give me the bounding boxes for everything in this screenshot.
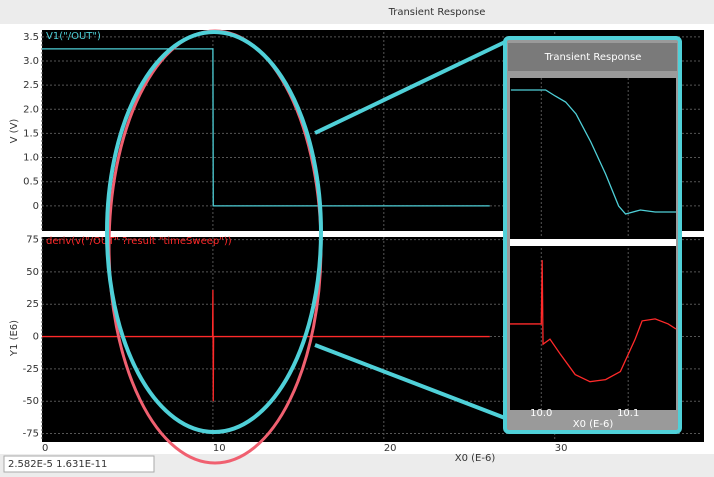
- x-axis-label: X0 (E-6): [573, 419, 614, 430]
- y-tick-label: 3.0: [23, 56, 39, 67]
- x-tick-label: 0: [42, 443, 48, 454]
- inset-title-bar: [508, 43, 677, 71]
- x-tick-label: 30: [555, 443, 568, 454]
- x-tick-label: 10: [213, 443, 226, 454]
- y-tick-label: -75: [23, 429, 39, 440]
- y-tick-label: 1.0: [23, 153, 39, 164]
- y-tick-label: -50: [23, 396, 39, 407]
- y-tick-label: 2.5: [23, 80, 39, 91]
- zoom-connector: [314, 40, 506, 135]
- y-tick-label: 2.0: [23, 104, 39, 115]
- legend-entry: deriv(v("/OUT" ?result "timeSweep")): [46, 236, 232, 247]
- y-tick-label: 0: [33, 332, 39, 343]
- chart-title: Transient Response: [544, 52, 642, 63]
- y-axis-label: V (V): [9, 119, 20, 144]
- x-axis-label: X0 (E-6): [455, 453, 496, 464]
- y-axis-label: Y1 (E6): [9, 320, 20, 357]
- y-tick-label: -25: [23, 364, 39, 375]
- zoom-connector: [314, 343, 506, 420]
- legend-entry: V1("/OUT"): [46, 31, 101, 42]
- series-line: [510, 260, 677, 383]
- status-box: [3, 455, 155, 473]
- chart-title: Transient Response: [388, 7, 486, 18]
- x-tick-label: 10.0: [530, 408, 552, 419]
- x-tick-label: 10.1: [617, 408, 639, 419]
- inset-separator: [510, 239, 676, 246]
- series-line: [42, 290, 490, 402]
- plot-separator: [42, 231, 704, 237]
- status-text: 2.582E-5 1.631E-11: [8, 459, 107, 470]
- y-tick-label: 75: [26, 235, 39, 246]
- x-tick-label: 20: [384, 443, 397, 454]
- y-tick-label: 1.5: [23, 128, 39, 139]
- zoom-inset: Transient Response 10.0 10.1X0 (E-6): [503, 36, 682, 434]
- annotations: [105, 29, 506, 465]
- y-tick-label: 3.5: [23, 32, 39, 43]
- series-line: [510, 89, 676, 215]
- y-tick-label: 25: [26, 299, 39, 310]
- zoom-ellipse: [105, 30, 323, 434]
- y-tick-label: 0: [33, 201, 39, 212]
- y-tick-label: 50: [26, 267, 39, 278]
- y-tick-label: 0.5: [23, 177, 39, 188]
- series-line: [42, 48, 490, 207]
